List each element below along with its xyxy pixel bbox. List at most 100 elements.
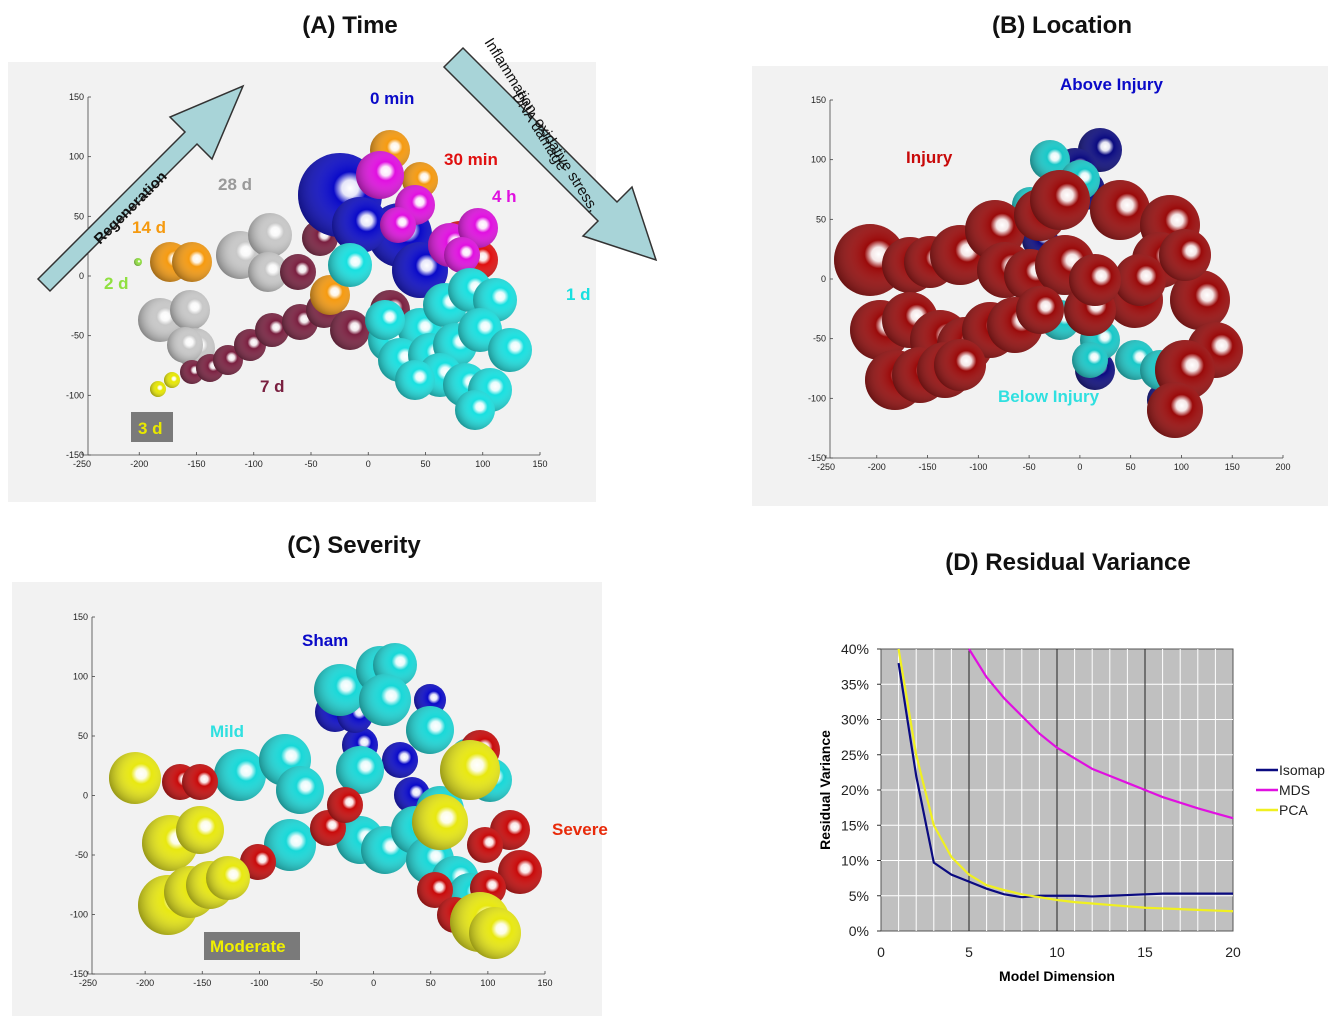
label-3d: 3 d <box>138 419 163 438</box>
sphere-sham <box>382 742 418 778</box>
y-tick-label: 0% <box>849 923 869 939</box>
sphere-28d <box>248 213 292 257</box>
panel-c-x-tick: 100 <box>480 978 495 988</box>
y-tick-label: 5% <box>849 888 869 904</box>
x-tick-label: 15 <box>1137 944 1153 960</box>
sphere-below <box>1072 342 1108 378</box>
label-mild: Mild <box>210 722 244 741</box>
x-tick-label: 0 <box>877 944 885 960</box>
panel-a-y-tick: -50 <box>71 331 84 341</box>
panel-a-x-tick: -100 <box>245 459 263 469</box>
label-above-injury: Above Injury <box>1060 75 1164 94</box>
label-0min: 0 min <box>370 89 414 108</box>
sphere-4h <box>444 237 480 273</box>
panel-c-y-tick: 0 <box>83 791 88 801</box>
panel-c-x-tick: -250 <box>79 978 97 988</box>
x-tick-label: 10 <box>1049 944 1065 960</box>
sphere-injury <box>1147 382 1203 438</box>
sphere-injury <box>1114 254 1166 306</box>
panel-a-y-tick: 150 <box>69 92 84 102</box>
panel-c-x-tick: -100 <box>250 978 268 988</box>
y-tick-label: 25% <box>841 747 869 763</box>
sphere-mild <box>264 819 316 871</box>
sphere-7d <box>213 345 243 375</box>
label-7d: 7 d <box>260 377 285 396</box>
panel-a-y-tick: -150 <box>66 450 84 460</box>
label-1d: 1 d <box>566 285 591 304</box>
panel-a-x-tick: -150 <box>187 459 205 469</box>
panel-a-x-tick: -200 <box>130 459 148 469</box>
panel-b-y-tick: 100 <box>811 155 826 165</box>
panel-c-spheres <box>109 643 542 959</box>
sphere-moderate <box>412 794 468 850</box>
label-moderate-box <box>204 932 300 960</box>
sphere-injury <box>1016 286 1064 334</box>
sphere-4h <box>380 207 416 243</box>
sphere-1d <box>395 360 435 400</box>
panel-b-x-tick: -100 <box>969 462 987 472</box>
sphere-1d <box>328 243 372 287</box>
x-axis-label: Model Dimension <box>999 968 1115 984</box>
panel-c-y-tick: -150 <box>70 969 88 979</box>
sphere-mild <box>314 664 366 716</box>
sphere-injury <box>1030 170 1090 230</box>
series-line-pca <box>897 648 1234 913</box>
label-moderate: Moderate <box>210 937 286 956</box>
panel-c-y-tick: 50 <box>78 731 88 741</box>
panel-a-x-tick: 50 <box>420 459 430 469</box>
sphere-injury <box>1069 254 1121 306</box>
y-tick-label: 10% <box>841 853 869 869</box>
panel-b-x-tick: -250 <box>817 462 835 472</box>
sphere-3d <box>164 372 180 388</box>
sphere-moderate <box>109 752 161 804</box>
panel-b-y-tick: 50 <box>816 214 826 224</box>
sphere-0min <box>332 197 388 253</box>
sphere-severe <box>417 872 453 908</box>
y-tick-label: 40% <box>841 641 869 657</box>
panel-a-y-tick: -100 <box>66 390 84 400</box>
sphere-moderate <box>206 856 250 900</box>
panel-a-y-tick: 50 <box>74 211 84 221</box>
sphere-7d <box>255 313 289 347</box>
label-2d: 2 d <box>104 274 129 293</box>
sphere-injury <box>1090 180 1150 240</box>
legend-item: Isomap <box>1279 762 1325 778</box>
panel-c-x-tick: 50 <box>426 978 436 988</box>
sphere-2d <box>134 258 142 266</box>
label-30min: 30 min <box>444 150 498 169</box>
panel-b-x-tick: 100 <box>1174 462 1189 472</box>
panel-c-x-tick: 0 <box>371 978 376 988</box>
panel-b-y-tick: -50 <box>813 334 826 344</box>
panel-c-x-tick: -200 <box>136 978 154 988</box>
sphere-mild <box>359 674 411 726</box>
panel-b-x-tick: -50 <box>1023 462 1036 472</box>
sphere-1d <box>365 300 405 340</box>
panel-a-title: (A) Time <box>302 12 398 39</box>
panel-c-y-tick: -100 <box>70 910 88 920</box>
panel-a-x-tick: 150 <box>532 459 547 469</box>
panel-c-y-tick: -50 <box>75 850 88 860</box>
label-injury: Injury <box>906 148 953 167</box>
sphere-mild <box>336 746 384 794</box>
panel-b-axes: -250 -200 -150 -100 -50 0 50 100 150 200 150 100 50 0… <box>808 95 1291 472</box>
sphere-severe <box>498 850 542 894</box>
label-3d-box <box>131 412 173 442</box>
label-below-injury: Below Injury <box>998 387 1100 406</box>
sphere-mild <box>406 706 454 754</box>
residual-variance-chart: 0% 5% 10% 15% 20% 25% 30% 35% 40% 0 5 10 15 20 Model D… <box>817 641 1325 984</box>
sphere-28d <box>170 290 210 330</box>
panel-c-title: (C) Severity <box>287 532 421 559</box>
sphere-severe <box>240 844 276 880</box>
sphere-4h <box>458 208 498 248</box>
panel-b-x-tick: -150 <box>919 462 937 472</box>
series-line-mds <box>968 648 1234 820</box>
panel-b-title: (B) Location <box>992 12 1132 39</box>
panel-b-x-tick: 200 <box>1275 462 1290 472</box>
label-28d: 28 d <box>218 175 252 194</box>
sphere-mild <box>214 749 266 801</box>
sphere-severe <box>467 827 503 863</box>
label-sham: Sham <box>302 631 348 650</box>
sphere-severe <box>327 787 363 823</box>
panel-a-spheres <box>134 130 532 430</box>
